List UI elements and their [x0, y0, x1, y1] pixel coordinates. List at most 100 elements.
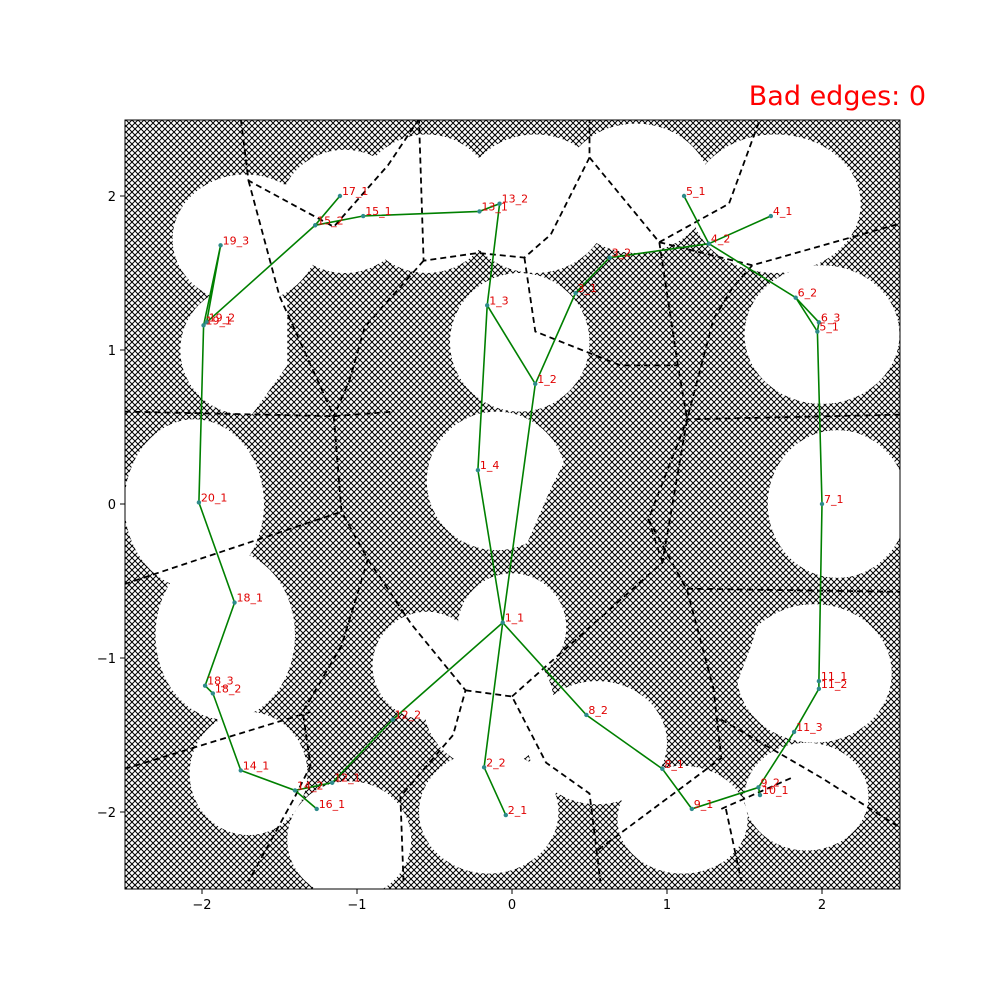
graph-node — [390, 717, 395, 722]
graph-node — [201, 323, 206, 328]
graph-node — [681, 193, 687, 199]
node-label: 1_4 — [480, 459, 500, 472]
node-label: 11_2 — [821, 678, 848, 691]
node-label: 14_2 — [297, 779, 324, 792]
node-label: 19_1 — [206, 314, 233, 327]
node-label: 11_1 — [821, 670, 848, 683]
graph-node — [485, 303, 490, 308]
node-label: 4_1 — [773, 205, 793, 218]
free-space-region — [736, 604, 892, 743]
free-space-region — [527, 681, 667, 805]
node-label: 12_1 — [334, 772, 361, 785]
y-tick-label: 2 — [108, 190, 116, 205]
route-edge — [795, 297, 819, 332]
node-label: 15_2 — [317, 214, 344, 227]
node-label: 15_1 — [365, 205, 392, 218]
node-label: 19_2 — [209, 311, 236, 324]
graph-node — [793, 295, 798, 300]
free-space-region — [450, 273, 590, 412]
node-label: 13_2 — [502, 193, 528, 206]
obstacle-region — [527, 319, 768, 705]
node-label: 2_1 — [508, 804, 528, 817]
free-space-region — [690, 134, 861, 273]
node-label: 1_3 — [489, 294, 509, 307]
partition-line — [686, 264, 753, 420]
graph-node — [330, 780, 335, 785]
graph-node — [196, 500, 202, 505]
route-edge — [294, 789, 318, 810]
free-space-region — [744, 742, 869, 851]
obstacle-region — [248, 288, 450, 720]
partition-line — [523, 257, 678, 367]
node-label: 9_2 — [760, 776, 780, 789]
x-tick-label: 1 — [663, 898, 671, 913]
graph-node — [497, 201, 502, 206]
free-space-region — [744, 265, 900, 404]
plot-area: 1_1 1_2 1_3 1_4 2_1 2_2 3_1 3_2 4_1 4_2 5_1 5_1 6_26… — [125, 120, 900, 889]
graph-node — [816, 686, 822, 691]
graph-node — [314, 806, 319, 812]
partition-line — [687, 587, 900, 593]
graph-node — [202, 683, 208, 688]
graph-node — [791, 729, 797, 735]
node-label: 17_1 — [342, 185, 369, 198]
partition-line — [647, 413, 900, 563]
node-label: 18_2 — [215, 682, 242, 695]
graph-node — [757, 792, 763, 798]
y-axis-ticks: −2 −1 0 1 2 — [97, 190, 125, 821]
partition-line — [596, 518, 723, 852]
node-label: 10_1 — [762, 784, 789, 797]
node-label: 14_1 — [243, 759, 270, 772]
chart-title: Bad edges: 0 — [749, 81, 926, 112]
x-tick-label: −2 — [192, 898, 211, 913]
graph-node — [361, 213, 366, 219]
route-edges — [198, 195, 823, 816]
node-label: 4_2 — [711, 233, 731, 246]
graph-node — [756, 785, 761, 790]
graph-node — [210, 691, 216, 696]
graph-node — [706, 241, 712, 246]
graph-node — [503, 812, 508, 818]
graph-node — [477, 209, 482, 214]
graph-node — [816, 678, 822, 684]
graph-node — [768, 213, 774, 219]
graph-node — [607, 255, 612, 260]
node-label: 12_2 — [395, 709, 422, 722]
node-label: 18_3 — [207, 675, 234, 688]
node-label: 3_1 — [578, 282, 598, 295]
graph-node — [533, 381, 538, 387]
node-label: 18_1 — [237, 592, 263, 605]
graph-nodes — [196, 193, 825, 818]
partition-line — [125, 711, 311, 770]
graph-node — [816, 320, 822, 325]
node-label: 13_1 — [481, 200, 508, 213]
partition-line — [720, 777, 792, 810]
node-label: 1_2 — [537, 373, 557, 386]
y-tick-label: −1 — [97, 652, 116, 667]
node-label: 6_3 — [821, 311, 841, 324]
node-label: 9_1 — [694, 798, 714, 811]
route-edge — [708, 215, 772, 245]
x-tick-label: 2 — [818, 898, 826, 913]
graph-node — [584, 712, 589, 718]
graph-node — [312, 223, 318, 228]
route-edge — [683, 195, 710, 245]
graph-node — [292, 788, 298, 793]
node-label: 20_1 — [201, 491, 228, 504]
free-space-region — [155, 550, 295, 720]
node-label: 11_3 — [796, 721, 823, 734]
free-space-region — [372, 611, 481, 720]
graph-node — [475, 467, 481, 473]
graph-node — [481, 765, 487, 770]
free-space-region — [419, 750, 559, 874]
graph-node — [819, 501, 825, 507]
node-label: 6_2 — [798, 287, 818, 300]
free-space-region — [457, 573, 567, 682]
graph-node — [500, 620, 505, 625]
graph-node — [573, 290, 578, 296]
route-edge — [486, 304, 536, 385]
free-space-region — [125, 419, 264, 589]
graph-node — [337, 193, 343, 199]
graph-node — [218, 243, 223, 248]
node-label: 7_1 — [824, 493, 844, 506]
